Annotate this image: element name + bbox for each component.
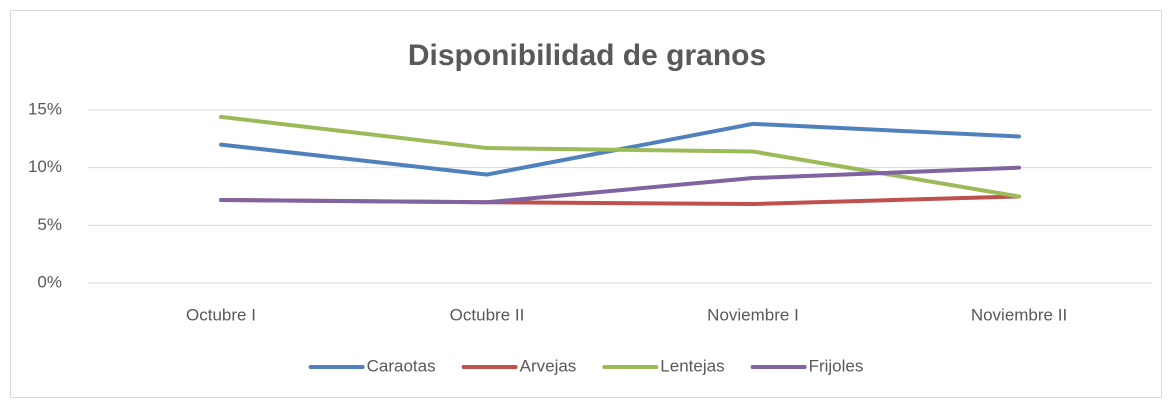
x-tick-label: Octubre I: [186, 305, 256, 324]
y-tick-label: 15%: [28, 99, 62, 118]
chart-title: Disponibilidad de granos: [408, 39, 766, 72]
legend-label: Caraotas: [367, 356, 436, 375]
legend-label: Frijoles: [809, 356, 864, 375]
x-tick-label: Octubre II: [450, 305, 525, 324]
y-tick-label: 0%: [37, 272, 62, 291]
legend-label: Lentejas: [660, 356, 724, 375]
legend-label: Arvejas: [520, 356, 577, 375]
y-tick-label: 10%: [28, 157, 62, 176]
series-line: [219, 165, 1021, 205]
y-tick-label: 5%: [37, 215, 62, 234]
x-tick-label: Noviembre I: [707, 305, 799, 324]
x-tick-label: Noviembre II: [971, 305, 1067, 324]
